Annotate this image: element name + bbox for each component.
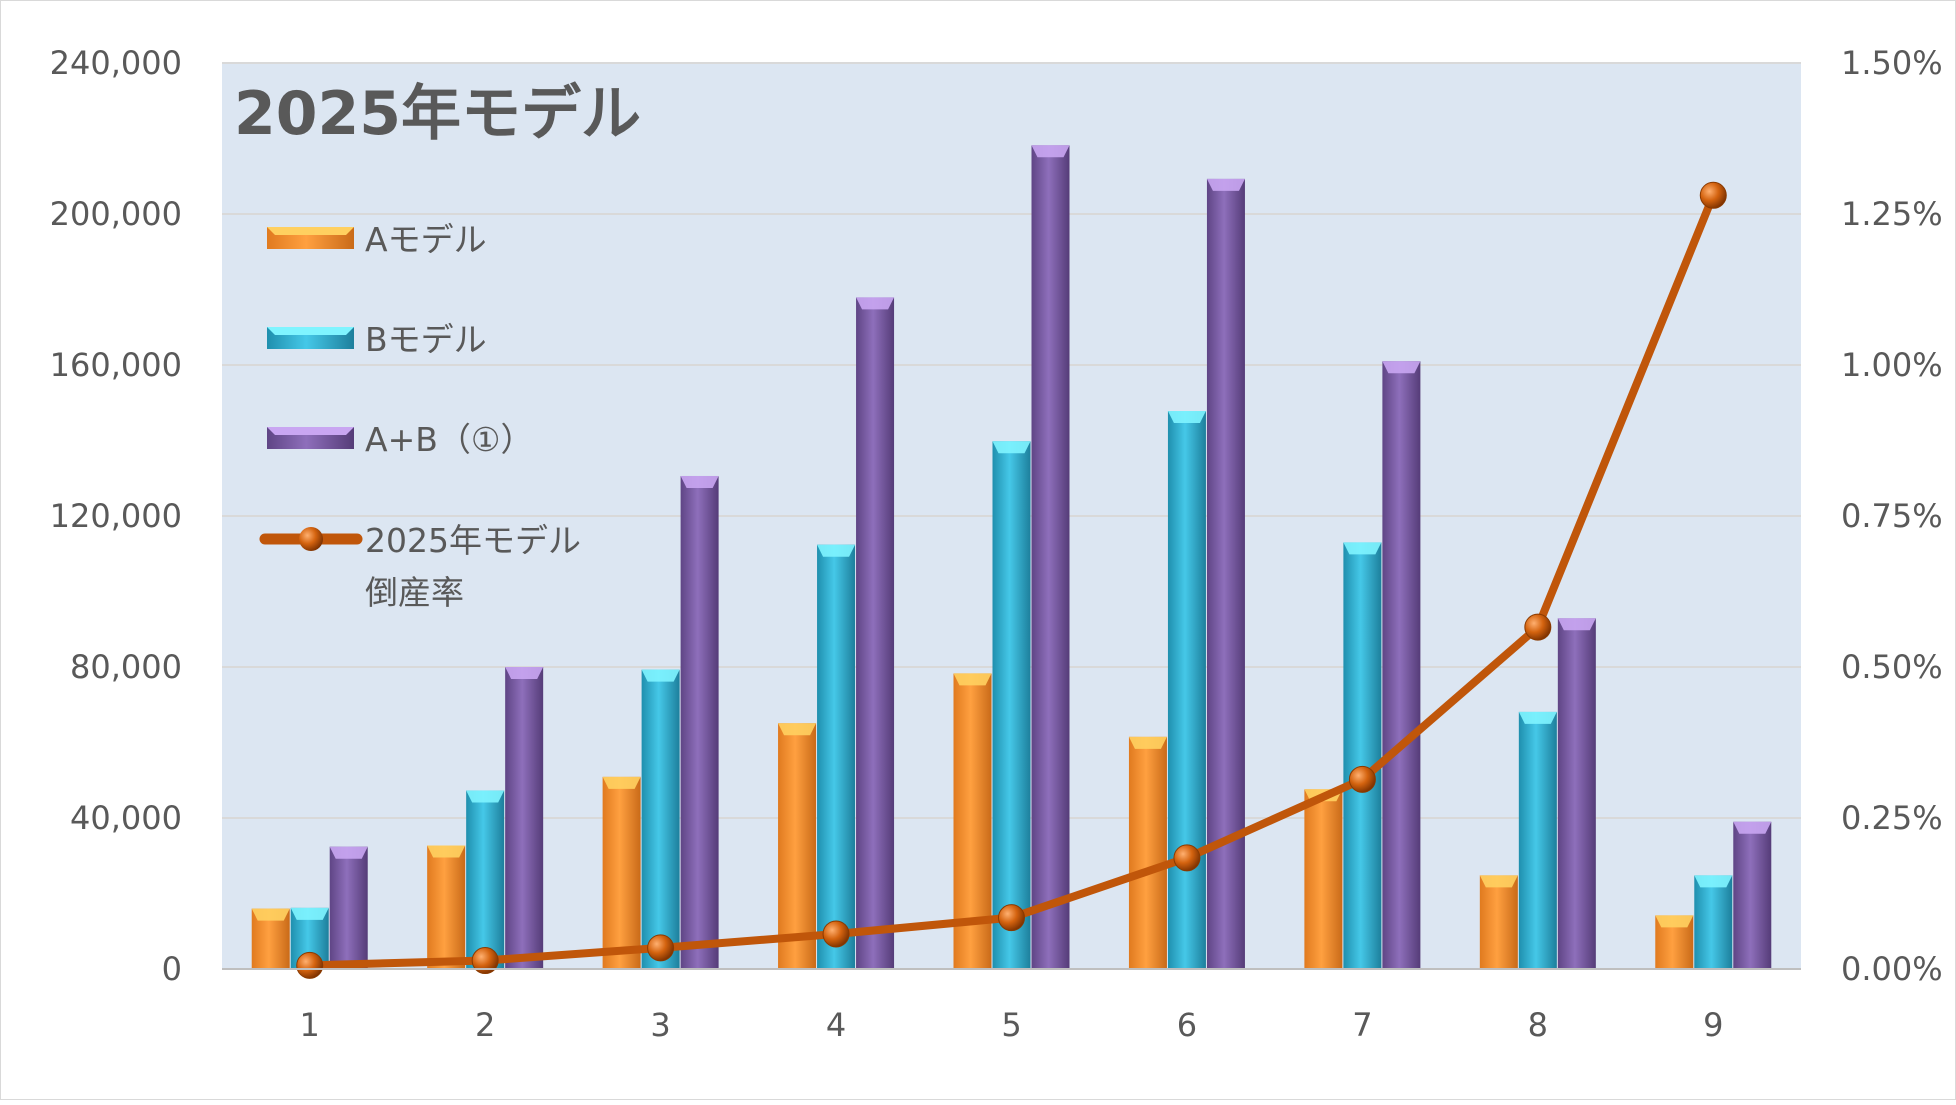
bar-bevel	[680, 475, 719, 488]
bar-a	[602, 776, 641, 969]
bar-bevel	[1479, 875, 1518, 888]
legend-swatch-bevel	[267, 327, 354, 335]
bar-bevel	[1518, 711, 1557, 724]
bar-b	[466, 790, 505, 969]
bar-ab	[1031, 145, 1070, 970]
chart-title: 2025年モデル	[234, 79, 641, 149]
bar-bevel	[1128, 736, 1167, 749]
legend-label: A+B（①）	[365, 420, 533, 459]
y-right-tick-label: 0.75%	[1841, 497, 1943, 535]
bar-ab	[505, 667, 544, 969]
y-left-tick-label: 160,000	[50, 346, 182, 384]
bar-b	[1694, 875, 1733, 969]
rate-point	[1524, 613, 1552, 641]
rate-line	[296, 181, 1727, 979]
rate-point	[471, 947, 499, 975]
legend-swatch-bevel	[267, 227, 354, 235]
legend-label: 倒産率	[365, 573, 464, 612]
bar-bevel	[329, 846, 368, 859]
rate-point	[822, 920, 850, 948]
bar-bevel	[1655, 915, 1694, 928]
rate-point	[1348, 765, 1376, 793]
bar-b	[817, 544, 856, 969]
legend-swatch-bevel	[267, 427, 354, 435]
bar-a	[1479, 875, 1518, 969]
bar-bevel	[602, 776, 641, 789]
bar-bevel	[1694, 875, 1733, 888]
axes: 0 40,000 80,000 120,000 160,000 200,000 240,00…	[50, 44, 1943, 1044]
bar-bevel	[1167, 411, 1206, 424]
bar-bevel	[1733, 821, 1772, 834]
y-right-tick-label: 1.00%	[1841, 346, 1943, 384]
rate-point	[998, 904, 1025, 932]
bar-bevel	[1382, 361, 1421, 374]
x-tick-label: 1	[300, 1006, 320, 1044]
bar-a	[778, 723, 817, 969]
bar-bevel	[1031, 145, 1070, 158]
bar-bevel	[992, 441, 1031, 454]
bar-b	[641, 669, 680, 969]
bar-b	[1343, 542, 1382, 969]
bar-ab	[329, 846, 368, 969]
y-right-tick-label: 1.50%	[1841, 44, 1943, 82]
bar-ab	[1557, 618, 1596, 969]
y-left-tick-label: 240,000	[50, 44, 182, 82]
x-tick-label: 6	[1177, 1006, 1197, 1044]
y-left-tick-label: 120,000	[50, 497, 182, 535]
y-left-tick-label: 80,000	[70, 648, 182, 686]
rate-point	[1699, 181, 1727, 209]
bar-bevel	[778, 723, 817, 736]
x-tick-label: 2	[475, 1006, 495, 1044]
x-tick-label: 9	[1703, 1006, 1723, 1044]
bar-b	[1518, 711, 1557, 969]
legend-label: Aモデル	[365, 220, 487, 259]
bar-a	[1128, 736, 1167, 969]
y-right-tick-label: 1.25%	[1841, 195, 1943, 233]
bar-bevel	[856, 297, 895, 310]
x-tick-label: 4	[826, 1006, 846, 1044]
rate-point	[647, 934, 675, 962]
bar-b	[992, 441, 1031, 969]
y-left-tick-label: 200,000	[50, 195, 182, 233]
legend-label: Bモデル	[365, 320, 487, 359]
x-tick-label: 5	[1001, 1006, 1021, 1044]
legend-line-marker	[299, 527, 323, 551]
bar-bevel	[1206, 178, 1245, 191]
y-left-tick-label: 40,000	[70, 799, 182, 837]
y-right-tick-label: 0.50%	[1841, 648, 1943, 686]
y-right-tick-label: 0.25%	[1841, 799, 1943, 837]
bar-bevel	[953, 673, 992, 686]
bar-bevel	[1343, 542, 1382, 555]
bar-a	[1304, 789, 1343, 969]
bar-bevel	[251, 908, 290, 921]
bar-ab	[680, 475, 719, 969]
bar-bevel	[641, 669, 680, 682]
bar-ab	[1733, 821, 1772, 969]
x-tick-label: 3	[650, 1006, 670, 1044]
bar-bevel	[290, 907, 329, 920]
bar-ab	[856, 297, 895, 969]
x-tick-label: 7	[1352, 1006, 1372, 1044]
bar-ab	[1382, 361, 1421, 970]
bar-bevel	[505, 667, 544, 679]
x-tick-label: 8	[1528, 1006, 1548, 1044]
y-right-tick-label: 0.00%	[1841, 950, 1943, 988]
bar-a	[427, 845, 466, 969]
bar-bevel	[427, 845, 466, 858]
bar-bevel	[466, 790, 505, 803]
bar-bevel	[817, 544, 856, 557]
bar-bevel	[1557, 618, 1596, 631]
legend-label: 2025年モデル	[365, 521, 581, 560]
rate-point	[296, 951, 324, 979]
y-left-tick-label: 0	[162, 950, 182, 988]
bar-b	[1167, 411, 1206, 969]
rate-point	[1173, 844, 1201, 872]
